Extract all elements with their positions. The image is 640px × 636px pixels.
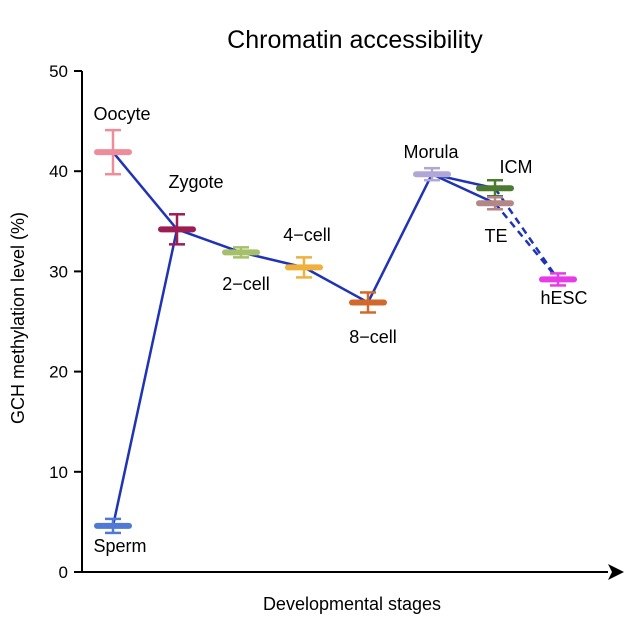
point-icm [476, 178, 514, 198]
point-8cell [349, 291, 387, 314]
label-sperm: Sperm [93, 536, 146, 556]
label-oocyte: Oocyte [93, 104, 150, 124]
series-line-4cell-8cell [303, 266, 369, 304]
y-tick-label: 10 [49, 463, 68, 482]
label-8cell: 8−cell [349, 327, 397, 347]
point-zygote [158, 213, 196, 246]
y-tick-label: 30 [49, 262, 68, 281]
y-tick-label: 50 [49, 62, 68, 81]
x-axis-label: Developmental stages [263, 594, 441, 614]
y-tick-label: 40 [49, 162, 68, 181]
label-hesc: hESC [540, 288, 587, 308]
point-oocyte [94, 128, 132, 176]
point-morula [413, 166, 451, 182]
point-labels: Oocyte Sperm Zygote 2−cell 4−cell 8−cell Morul… [93, 104, 587, 556]
series-line-oocyte-zygote [112, 151, 178, 231]
point-te [476, 196, 514, 211]
label-zygote: Zygote [168, 172, 223, 192]
label-icm: ICM [500, 157, 533, 177]
series-line-morula-te [431, 173, 496, 205]
point-4cell [285, 256, 323, 279]
chart-title: Chromatin accessibility [227, 26, 483, 54]
label-te: TE [484, 226, 507, 246]
data-points [94, 128, 577, 535]
series-line-8cell-morula [366, 173, 434, 304]
point-sperm [94, 517, 132, 535]
label-morula: Morula [403, 142, 459, 162]
point-2cell [222, 246, 260, 259]
series-line-sperm-zygote [111, 229, 179, 527]
x-axis-arrow [608, 564, 624, 580]
label-4cell: 4−cell [283, 225, 331, 245]
label-2cell: 2−cell [222, 274, 270, 294]
y-axis-label: GCH methylation level (%) [8, 212, 28, 424]
y-tick-label: 0 [59, 563, 68, 582]
series-line-te-hesc [494, 202, 559, 281]
series-line-zygote-2cell [176, 228, 242, 254]
y-tick-label: 20 [49, 363, 68, 382]
axes: 0 10 20 30 40 50 [49, 62, 624, 582]
point-hesc [539, 272, 577, 287]
